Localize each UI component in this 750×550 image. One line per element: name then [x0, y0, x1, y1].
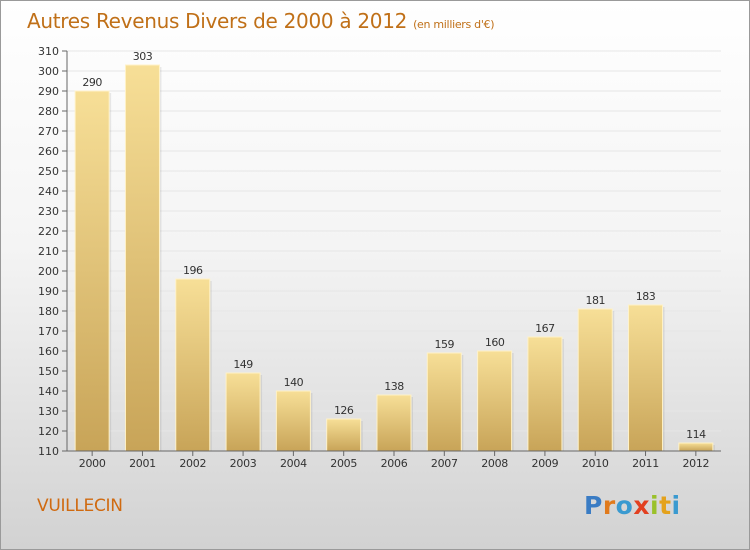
y-tick-label: 220 [38, 225, 59, 238]
y-tick-label: 240 [38, 185, 59, 198]
bar-2007 [426, 352, 462, 452]
logo-letter: r [602, 491, 616, 520]
bars: 290 303 196 149 140 126 138 159 160 167 181 183 114 [74, 50, 715, 452]
bar-2008 [477, 350, 513, 452]
y-tick-label: 300 [38, 65, 59, 78]
bar-2012 [678, 442, 714, 452]
y-tick-label: 210 [38, 245, 59, 258]
y-tick-label: 230 [38, 205, 59, 218]
title-main: Autres Revenus Divers de 2000 à 2012 [27, 9, 408, 33]
x-tick-label: 2002 [179, 457, 206, 470]
title-unit: (en milliers d'€) [413, 18, 495, 31]
commune-name: VUILLECIN [37, 496, 123, 516]
y-tick-label: 200 [38, 265, 59, 278]
y-tick-label: 260 [38, 145, 59, 158]
logo-letter: P [584, 491, 603, 520]
axes: 110 120 130 140 150 160 170 180 190 200 210 220 230 2… [38, 45, 721, 470]
logo-letter: o [615, 491, 634, 520]
value-label: 159 [435, 338, 455, 351]
chart-title: Autres Revenus Divers de 2000 à 2012 (en … [27, 9, 495, 33]
y-tick-label: 150 [38, 365, 59, 378]
x-tick-label: 2003 [230, 457, 257, 470]
y-tick-label: 140 [38, 385, 59, 398]
x-tick-label: 2010 [582, 457, 609, 470]
logo-letter: t [659, 491, 672, 520]
x-tick-label: 2001 [129, 457, 156, 470]
y-tick-label: 170 [38, 325, 59, 338]
bar-2001 [124, 64, 160, 452]
value-label: 160 [485, 336, 505, 349]
x-tick-label: 2009 [532, 457, 559, 470]
logo-letter: i [671, 491, 681, 520]
value-label: 167 [535, 322, 555, 335]
y-tick-label: 270 [38, 125, 59, 138]
x-tick-label: 2011 [632, 457, 659, 470]
bar-2010 [577, 308, 613, 452]
y-tick-label: 110 [38, 445, 59, 458]
value-label: 290 [82, 76, 102, 89]
y-tick-label: 290 [38, 85, 59, 98]
x-tick-label: 2007 [431, 457, 458, 470]
bar-2006 [376, 394, 412, 452]
y-tick-label: 190 [38, 285, 59, 298]
y-tick-label: 310 [38, 45, 59, 58]
value-label: 114 [686, 428, 706, 441]
x-tick-label: 2008 [481, 457, 508, 470]
y-tick-label: 180 [38, 305, 59, 318]
logo-letter: i [650, 491, 660, 520]
value-label: 181 [585, 294, 605, 307]
value-label: 196 [183, 264, 203, 277]
y-tick-label: 280 [38, 105, 59, 118]
bar-2004 [275, 390, 311, 452]
bar-2002 [175, 278, 211, 452]
proxiti-logo[interactable]: Proxiti [584, 491, 681, 520]
value-label: 126 [334, 404, 354, 417]
value-label: 183 [636, 290, 656, 303]
bar-2005 [326, 418, 362, 452]
x-tick-label: 2005 [330, 457, 357, 470]
y-tick-label: 130 [38, 405, 59, 418]
bar-2009 [527, 336, 563, 452]
x-tick-label: 2000 [79, 457, 106, 470]
x-tick-label: 2012 [682, 457, 709, 470]
value-label: 149 [233, 358, 253, 371]
bar-2003 [225, 372, 261, 452]
y-tick-label: 250 [38, 165, 59, 178]
value-label: 140 [284, 376, 304, 389]
bar-2011 [628, 304, 664, 452]
logo-letter: x [633, 491, 650, 520]
x-tick-label: 2006 [381, 457, 408, 470]
value-label: 303 [133, 50, 153, 63]
value-label: 138 [384, 380, 404, 393]
x-tick-label: 2004 [280, 457, 307, 470]
y-tick-label: 160 [38, 345, 59, 358]
y-tick-label: 120 [38, 425, 59, 438]
bar-2000 [74, 90, 110, 452]
